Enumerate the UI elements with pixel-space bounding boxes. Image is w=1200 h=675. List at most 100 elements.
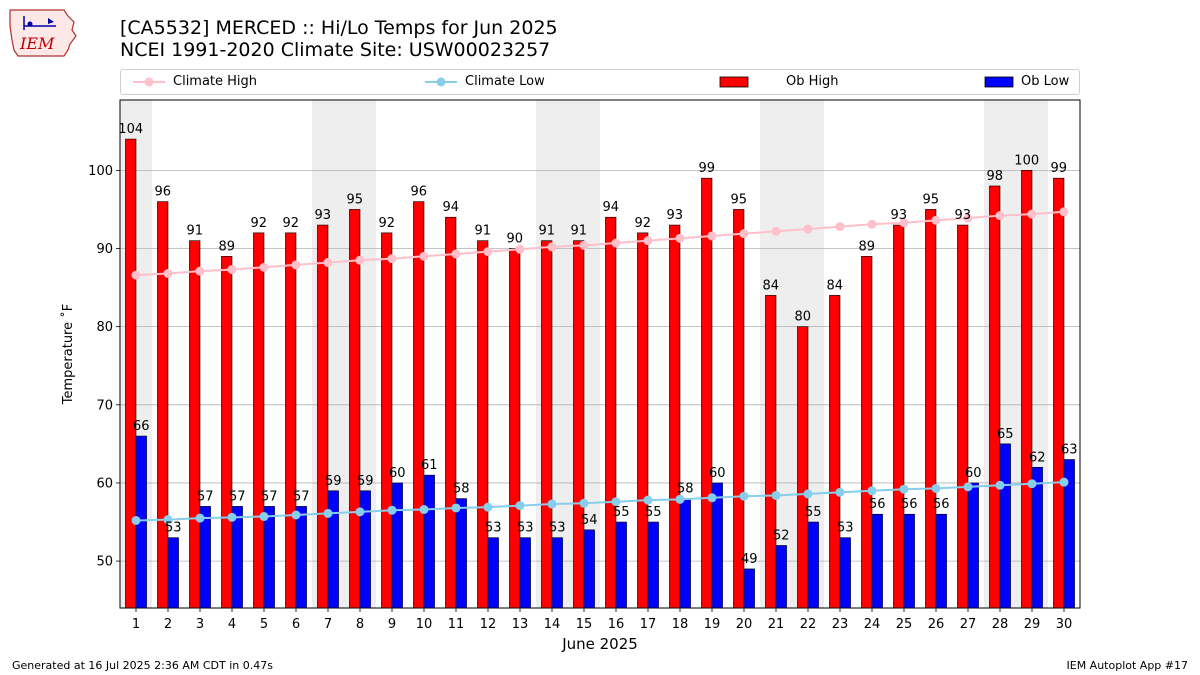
ob-low-value-label: 53 <box>165 521 182 536</box>
legend: Climate High Climate Low Ob High Ob Low <box>120 69 1080 95</box>
climate-high-point <box>259 262 269 272</box>
climate-low-point <box>675 494 685 504</box>
ob-low-value-label: 49 <box>741 552 758 567</box>
ob-high-bar <box>989 185 1001 609</box>
ob-low-value-label: 57 <box>261 489 278 504</box>
title-line-2: NCEI 1991-2020 Climate Site: USW00023257 <box>120 39 551 61</box>
ob-low-bar <box>775 545 787 609</box>
climate-low-point <box>963 482 973 492</box>
climate-low-point <box>227 512 237 522</box>
ob-low-value-label: 60 <box>389 466 406 481</box>
climate-high-point <box>579 240 589 250</box>
climate-low-point <box>899 484 909 494</box>
ob-low-value-label: 63 <box>1061 443 1078 458</box>
climate-low-point <box>515 501 525 511</box>
y-tick-label: 90 <box>96 242 113 257</box>
legend-climate-high-label: Climate High <box>173 74 258 89</box>
x-tick-label: 4 <box>228 617 236 632</box>
climate-high-point <box>195 266 205 276</box>
climate-low-point <box>835 487 845 497</box>
climate-low-point <box>163 515 173 525</box>
ob-high-value-label: 100 <box>1014 153 1039 168</box>
ob-low-bar <box>743 568 755 609</box>
x-tick-label: 24 <box>864 617 881 632</box>
legend-ob-low: Ob Low <box>983 74 1083 90</box>
ob-high-value-label: 92 <box>282 216 299 231</box>
climate-high-point <box>451 249 461 259</box>
ob-high-value-label: 98 <box>986 169 1003 184</box>
climate-high-point <box>131 270 141 280</box>
x-tick-label: 1 <box>132 617 140 632</box>
x-tick-label: 19 <box>704 617 721 632</box>
ob-low-bar <box>839 537 851 609</box>
ob-low-bar <box>551 537 563 609</box>
generated-note: Generated at 16 Jul 2025 2:36 AM CDT in … <box>12 659 273 672</box>
climate-high-point <box>483 247 493 257</box>
ob-low-bar <box>647 521 659 609</box>
x-tick-label: 15 <box>576 617 593 632</box>
climate-low-point <box>131 515 141 525</box>
x-tick-label: 2 <box>164 617 172 632</box>
x-tick-label: 29 <box>1024 617 1041 632</box>
ob-low-bar <box>583 529 595 609</box>
ob-high-bar <box>221 256 233 609</box>
x-tick-label: 6 <box>292 617 300 632</box>
climate-low-point <box>483 502 493 512</box>
ob-low-bar <box>967 482 979 609</box>
ob-high-value-label: 99 <box>1050 161 1067 176</box>
ob-high-bar <box>541 240 553 609</box>
x-tick-label: 22 <box>800 617 817 632</box>
ob-high-bar <box>413 201 425 609</box>
climate-high-line <box>135 210 1065 277</box>
y-axis-label: Temperature ˚F <box>60 304 76 405</box>
y-tick-label: 100 <box>88 164 113 179</box>
climate-high-point <box>899 218 909 228</box>
climate-low-point <box>291 510 301 520</box>
ob-high-bar <box>573 240 585 609</box>
climate-low-point <box>259 512 269 522</box>
ob-high-bar <box>701 177 713 609</box>
ob-high-value-label: 92 <box>250 216 267 231</box>
title-line-1: [CA5532] MERCED :: Hi/Lo Temps for Jun 2… <box>120 17 558 39</box>
ob-high-value-label: 96 <box>410 185 427 200</box>
x-tick-label: 10 <box>416 617 433 632</box>
ob-high-value-label: 89 <box>858 239 875 254</box>
ob-low-value-label: 56 <box>869 497 886 512</box>
ob-low-value-label: 53 <box>485 521 502 536</box>
ob-low-value-label: 57 <box>293 489 310 504</box>
climate-low-point <box>803 489 813 499</box>
climate-low-line-icon <box>425 77 457 87</box>
climate-low-point <box>387 505 397 515</box>
ob-low-bar <box>903 513 915 609</box>
iem-logo: IEM <box>9 9 77 57</box>
ob-high-bar <box>861 256 873 609</box>
ob-low-value-label: 61 <box>421 458 438 473</box>
ob-low-bar <box>327 490 339 609</box>
climate-low-point <box>739 491 749 501</box>
climate-low-point <box>1027 479 1037 489</box>
climate-high-point <box>291 260 301 270</box>
ob-high-value-label: 99 <box>698 161 715 176</box>
climate-low-point <box>451 503 461 513</box>
ob-low-bar <box>487 537 499 609</box>
climate-high-point <box>515 244 525 254</box>
ob-high-value-label: 95 <box>730 192 747 207</box>
ob-high-value-label: 84 <box>762 278 779 293</box>
ob-low-bar <box>263 506 275 609</box>
ob-low-value-label: 55 <box>805 505 822 520</box>
ob-low-value-label: 55 <box>613 505 630 520</box>
ob-low-bar <box>807 521 819 609</box>
ob-high-bar <box>509 248 521 609</box>
x-tick-label: 20 <box>736 617 753 632</box>
ob-low-bar <box>679 498 691 609</box>
ob-low-value-label: 53 <box>517 521 534 536</box>
x-tick-label: 18 <box>672 617 689 632</box>
ob-high-bar <box>285 232 297 609</box>
ob-high-value-label: 89 <box>218 239 235 254</box>
climate-high-point <box>739 229 749 239</box>
climate-low-point <box>355 507 365 517</box>
legend-climate-low-label: Climate Low <box>465 74 545 89</box>
y-tick-label: 70 <box>96 398 113 413</box>
ob-high-bar <box>669 224 681 609</box>
climate-high-point <box>995 211 1005 221</box>
